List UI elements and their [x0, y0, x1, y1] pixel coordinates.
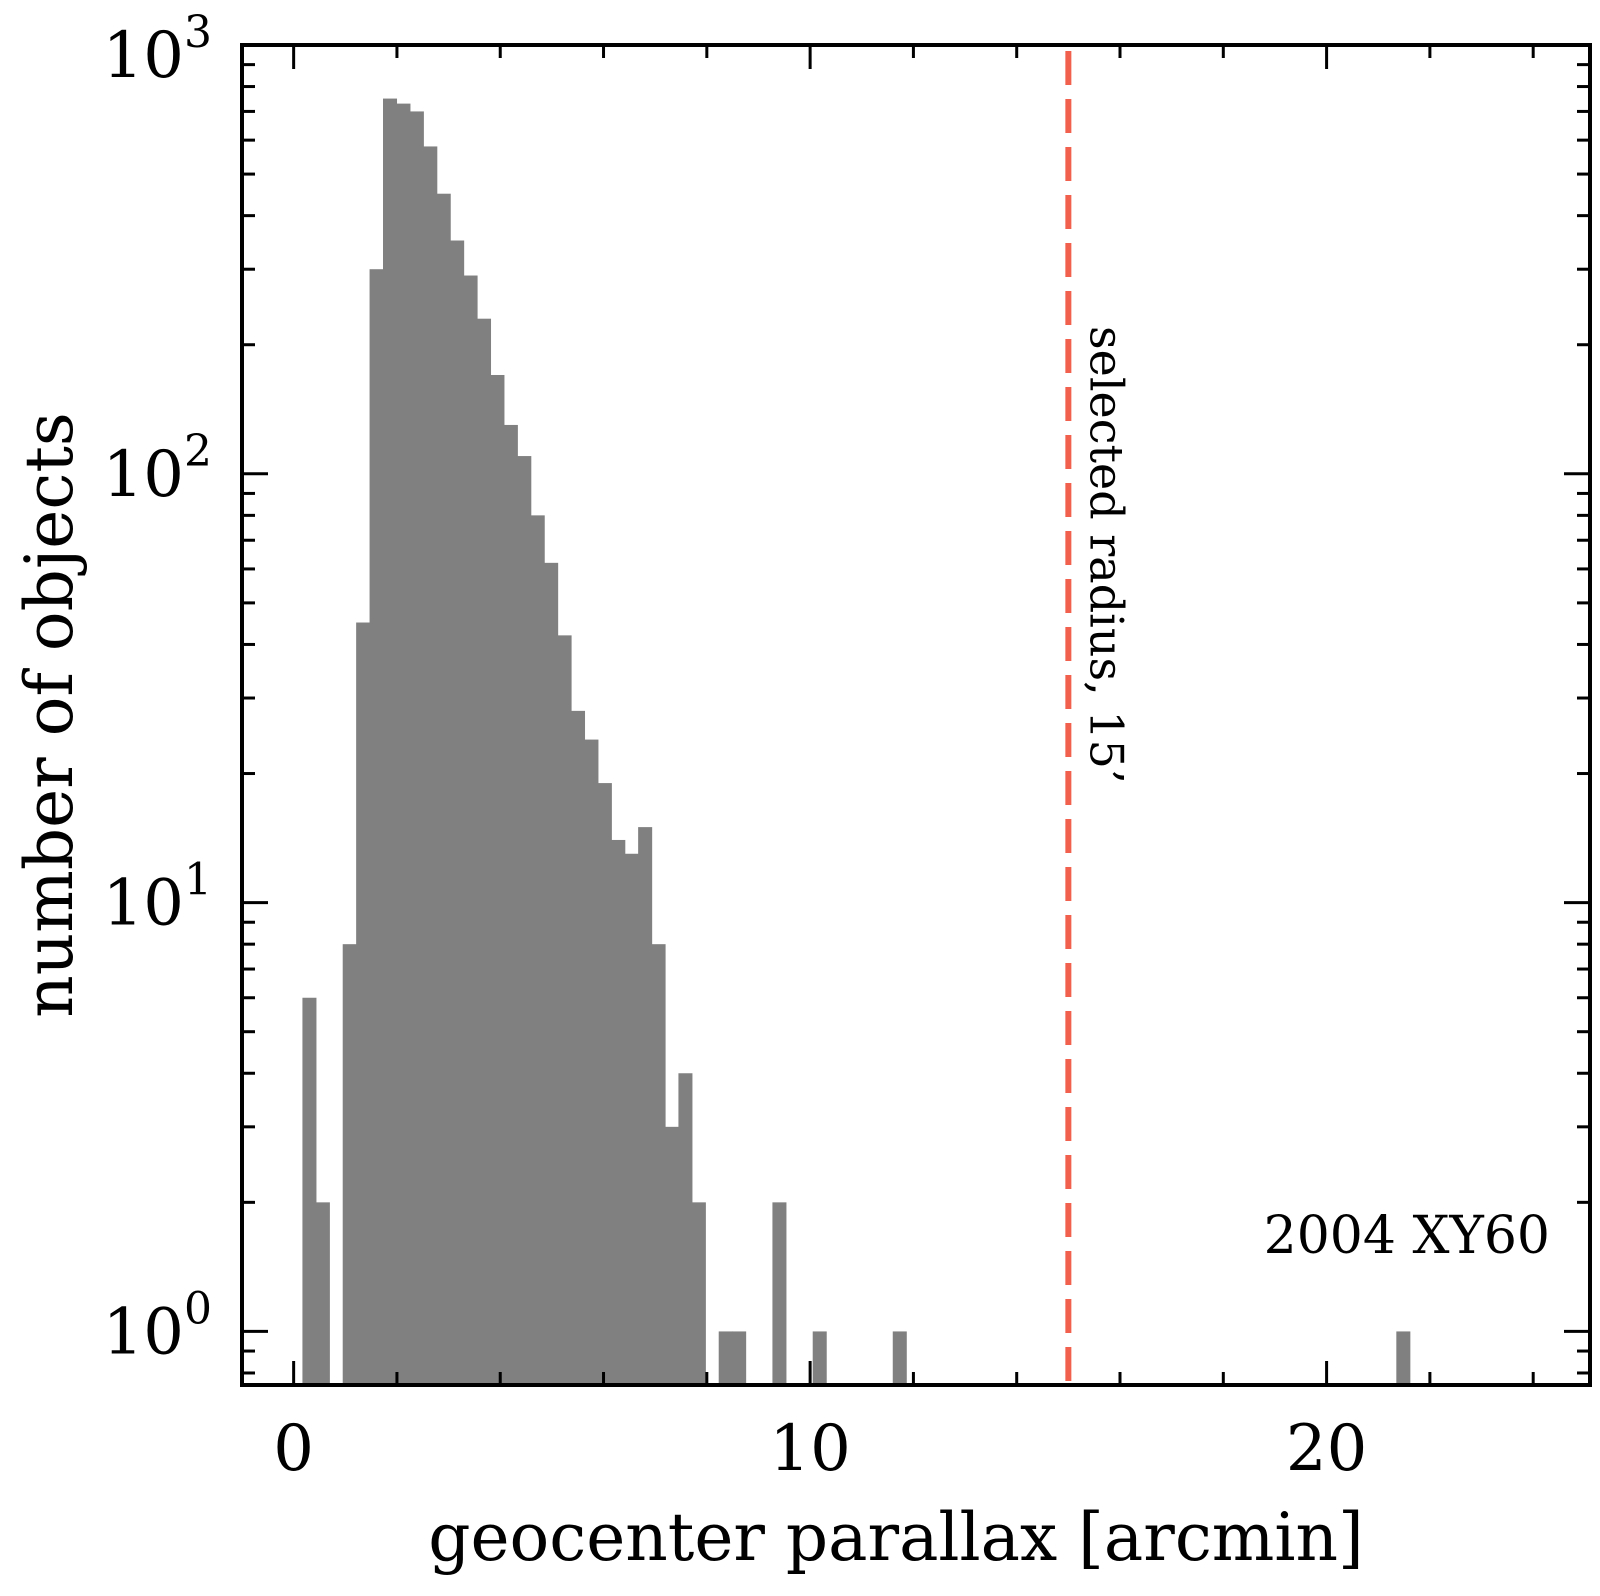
- histogram-bar: [584, 739, 599, 1385]
- y-tick-label: 103: [103, 7, 212, 93]
- x-tick-labels: 0 10 20: [273, 1412, 1367, 1486]
- y-tick-label: 100: [103, 1283, 212, 1369]
- y-axis-label: number of objects: [11, 412, 88, 1017]
- histogram-bar: [718, 1331, 733, 1385]
- x-axis-label: geocenter parallax [arcmin]: [428, 1499, 1364, 1576]
- plot-frame: [240, 43, 1592, 1387]
- histogram-bar: [812, 1331, 827, 1385]
- histogram-bar: [517, 456, 532, 1386]
- histogram-bar: [302, 997, 317, 1385]
- histogram-bar: [463, 275, 478, 1385]
- histogram-bar: [356, 622, 371, 1385]
- histogram-bar: [651, 944, 666, 1385]
- histogram-bar: [691, 1202, 706, 1385]
- y-tick-labels: 100 101 102 103: [103, 7, 212, 1369]
- histogram-bars: [302, 98, 1411, 1386]
- histogram-bar: [503, 424, 518, 1385]
- histogram-bar: [1396, 1331, 1411, 1385]
- y-tick-label: 102: [103, 426, 212, 512]
- histogram-bar: [450, 240, 465, 1386]
- object-name-annotation: 2004 XY60: [1264, 1206, 1550, 1266]
- selected-radius-label: selected radius, 15’: [1079, 326, 1133, 784]
- histogram-bar: [624, 853, 639, 1385]
- histogram-bar: [490, 374, 505, 1385]
- histogram-bar: [476, 318, 492, 1385]
- histogram-bar: [611, 839, 626, 1385]
- histogram-bar: [382, 98, 398, 1385]
- histogram-bar: [423, 146, 438, 1385]
- histogram-bar: [638, 827, 653, 1385]
- histogram-bar: [597, 783, 612, 1385]
- histogram-bar: [409, 111, 424, 1386]
- histogram-bar: [664, 1126, 680, 1385]
- histogram-bar: [772, 1202, 787, 1385]
- histogram-bar: [315, 1202, 330, 1385]
- histogram-bar: [396, 103, 411, 1386]
- x-tick-label: 0: [273, 1412, 314, 1486]
- histogram-bar: [369, 269, 384, 1385]
- histogram-bar: [557, 635, 572, 1385]
- axis-ticks: [242, 45, 1590, 1385]
- histogram-bar: [342, 944, 357, 1385]
- histogram-bar: [436, 193, 451, 1386]
- histogram-bar: [570, 710, 586, 1385]
- histogram-bar: [678, 1073, 693, 1385]
- histogram-bar: [732, 1331, 747, 1385]
- histogram-bar: [892, 1331, 907, 1385]
- x-tick-label: 10: [769, 1412, 850, 1486]
- x-tick-label: 20: [1286, 1412, 1367, 1486]
- histogram-bar: [530, 515, 545, 1385]
- histogram-bar: [544, 562, 559, 1385]
- y-tick-label: 101: [103, 855, 212, 941]
